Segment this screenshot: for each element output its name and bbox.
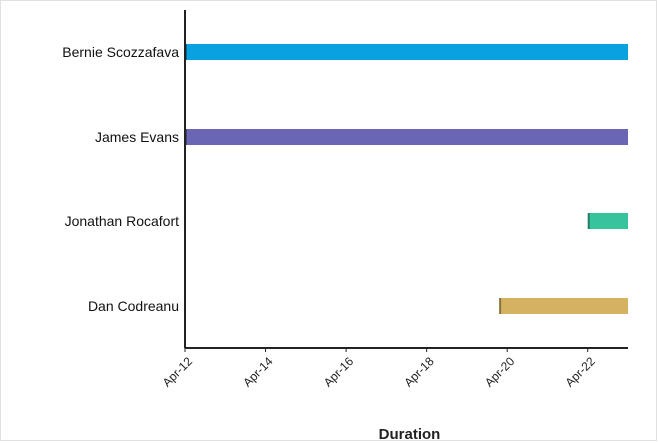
bar-start-edge xyxy=(499,298,502,314)
bar-start-edge xyxy=(587,213,590,229)
x-tick-label: Apr-14 xyxy=(240,354,276,390)
bar-james-evans xyxy=(185,129,628,145)
x-tick-labels: Apr-12 Apr-14 Apr-16 Apr-18 Apr-20 Apr-22 xyxy=(160,348,598,390)
x-tick-label: Apr-22 xyxy=(562,354,598,390)
bars-layer xyxy=(185,44,628,314)
category-label: Dan Codreanu xyxy=(88,298,179,314)
bar-bernie-scozzafava xyxy=(185,44,628,60)
category-label: James Evans xyxy=(95,129,179,145)
x-tick-label: Apr-16 xyxy=(321,354,357,390)
axes-layer xyxy=(184,10,628,349)
x-axis-title: Duration xyxy=(379,426,441,443)
category-labels: Bernie Scozzafava James Evans Jonathan Roc… xyxy=(62,44,179,314)
x-tick-label: Apr-12 xyxy=(160,354,196,390)
bar-dan-codreanu xyxy=(499,298,628,314)
category-label: Bernie Scozzafava xyxy=(62,44,179,60)
bar-jonathan-rocafort xyxy=(587,213,628,229)
category-label: Jonathan Rocafort xyxy=(65,213,180,229)
x-tick-label: Apr-18 xyxy=(401,354,437,390)
x-tick-label: Apr-20 xyxy=(482,354,518,390)
